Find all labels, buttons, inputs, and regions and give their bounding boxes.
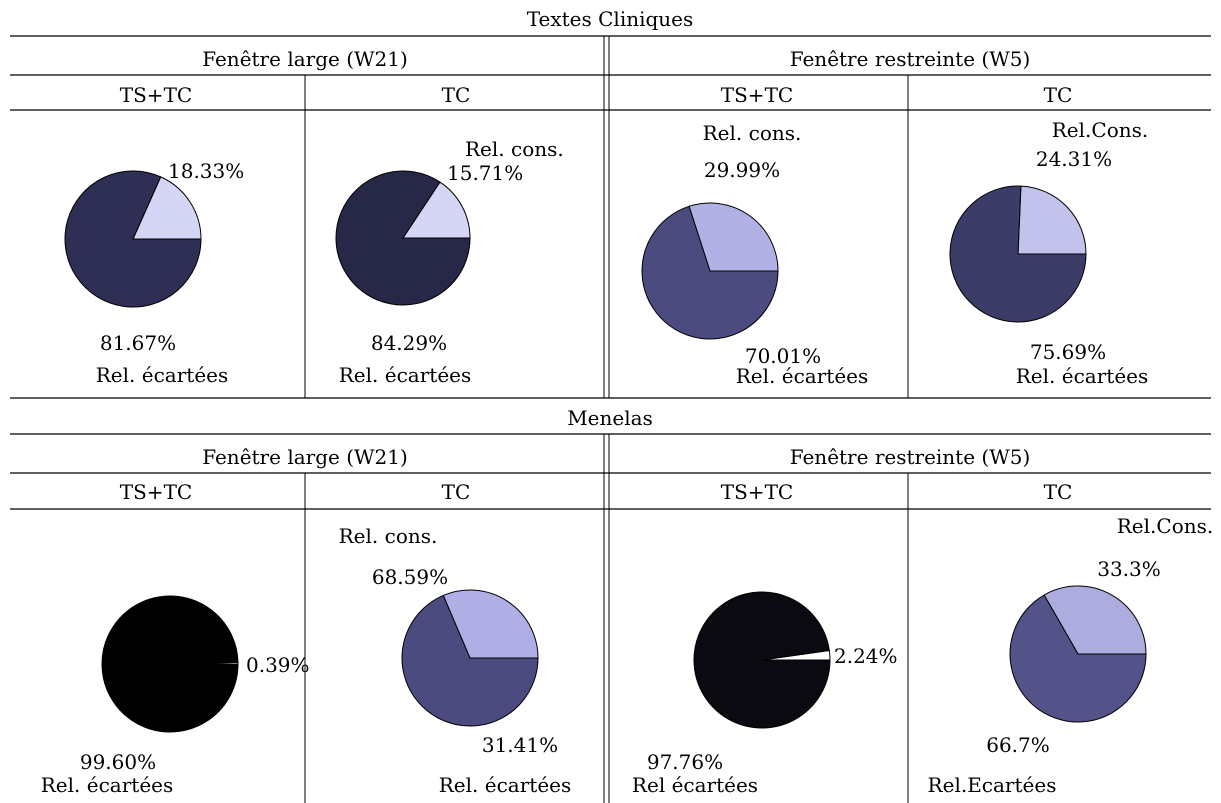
pie-chart [1009, 585, 1147, 723]
pie-slice-rel-ecartees [641, 205, 779, 340]
ecart-label: Rel. écartées [96, 363, 229, 387]
cons-label: Rel. cons. [339, 524, 438, 548]
cons-value-label: 0.39% [246, 653, 310, 677]
section-title-textes-cliniques: Textes Cliniques [527, 7, 694, 31]
ecart-value-label: 99.60% [80, 750, 156, 774]
ecart-value-label: 70.01% [745, 344, 821, 368]
window-label-restreinte: Fenêtre restreinte (W5) [790, 445, 1031, 469]
cons-label: Rel. cons. [465, 137, 564, 161]
ecart-label: Rel. écartées [339, 363, 472, 387]
cons-value-label: 15.71% [447, 161, 523, 185]
pie-slice-rel-ecartees [1009, 594, 1147, 723]
ecart-label: Rel. écartées [1016, 364, 1149, 388]
ecart-label: Rel. écartées [439, 773, 572, 797]
pie-slice-rel-cons [1043, 585, 1147, 655]
window-label-large: Fenêtre large (W21) [202, 445, 408, 469]
corpus-label: TS+TC [120, 83, 192, 107]
ecart-value-label: 97.76% [647, 750, 723, 774]
ecart-label: Rel.Ecartées [928, 773, 1057, 797]
ecart-value-label: 81.67% [100, 331, 176, 355]
ecart-value-label: 31.41% [482, 733, 558, 757]
cons-value-label: 24.31% [1036, 147, 1112, 171]
corpus-label: TS+TC [120, 480, 192, 504]
pie-chart [641, 202, 779, 340]
pie-chart [64, 170, 202, 308]
pie-slice-rel-cons [402, 181, 471, 239]
pie-slice-rel-ecartees [949, 185, 1087, 323]
corpus-label: TS+TC [721, 480, 793, 504]
cons-label: Rel.Cons. [1117, 514, 1214, 538]
window-label-restreinte: Fenêtre restreinte (W5) [790, 47, 1031, 71]
pie-chart [335, 170, 471, 306]
pie-chart [401, 589, 539, 727]
corpus-label: TC [442, 480, 471, 504]
pie-slice-rel-ecartees [64, 170, 202, 308]
corpus-label: TS+TC [721, 83, 793, 107]
cons-value-label: 33.3% [1097, 557, 1161, 581]
cons-value-label: 18.33% [168, 159, 244, 183]
pie-chart [693, 591, 831, 729]
cons-value-label: 29.99% [704, 158, 780, 182]
ecart-value-label: 75.69% [1030, 340, 1106, 364]
pie-chart [101, 595, 239, 733]
pie-slice-rel-cons [401, 594, 539, 727]
pie-slice-rel-cons [1017, 185, 1087, 255]
section-title-menelas: Menelas [567, 406, 653, 430]
ecart-label: Rel écartées [632, 773, 758, 797]
ecart-label: Rel. écartées [41, 773, 174, 797]
cons-label: Rel.Cons. [1052, 118, 1149, 142]
corpus-label: TC [1044, 83, 1073, 107]
cons-value-label: 68.59% [372, 565, 448, 589]
pie-slice-rel-ecartees [101, 595, 239, 733]
window-label-large: Fenêtre large (W21) [202, 47, 408, 71]
pie-slice-rel-ecartees [693, 591, 831, 729]
ecart-label: Rel. écartées [736, 364, 869, 388]
pie-slice-rel-cons [132, 176, 202, 240]
pie-slice-rel-ecartees [335, 170, 471, 306]
ecart-value-label: 66.7% [986, 733, 1050, 757]
pie-slice-rel-ecartees [442, 589, 539, 659]
pie-slice-rel-cons [688, 202, 779, 272]
pie-chart [949, 185, 1087, 323]
cons-label: Rel. cons. [703, 121, 802, 145]
ecart-value-label: 84.29% [371, 331, 447, 355]
corpus-label: TC [442, 83, 471, 107]
corpus-label: TC [1044, 480, 1073, 504]
cons-value-label: 2.24% [834, 644, 898, 668]
